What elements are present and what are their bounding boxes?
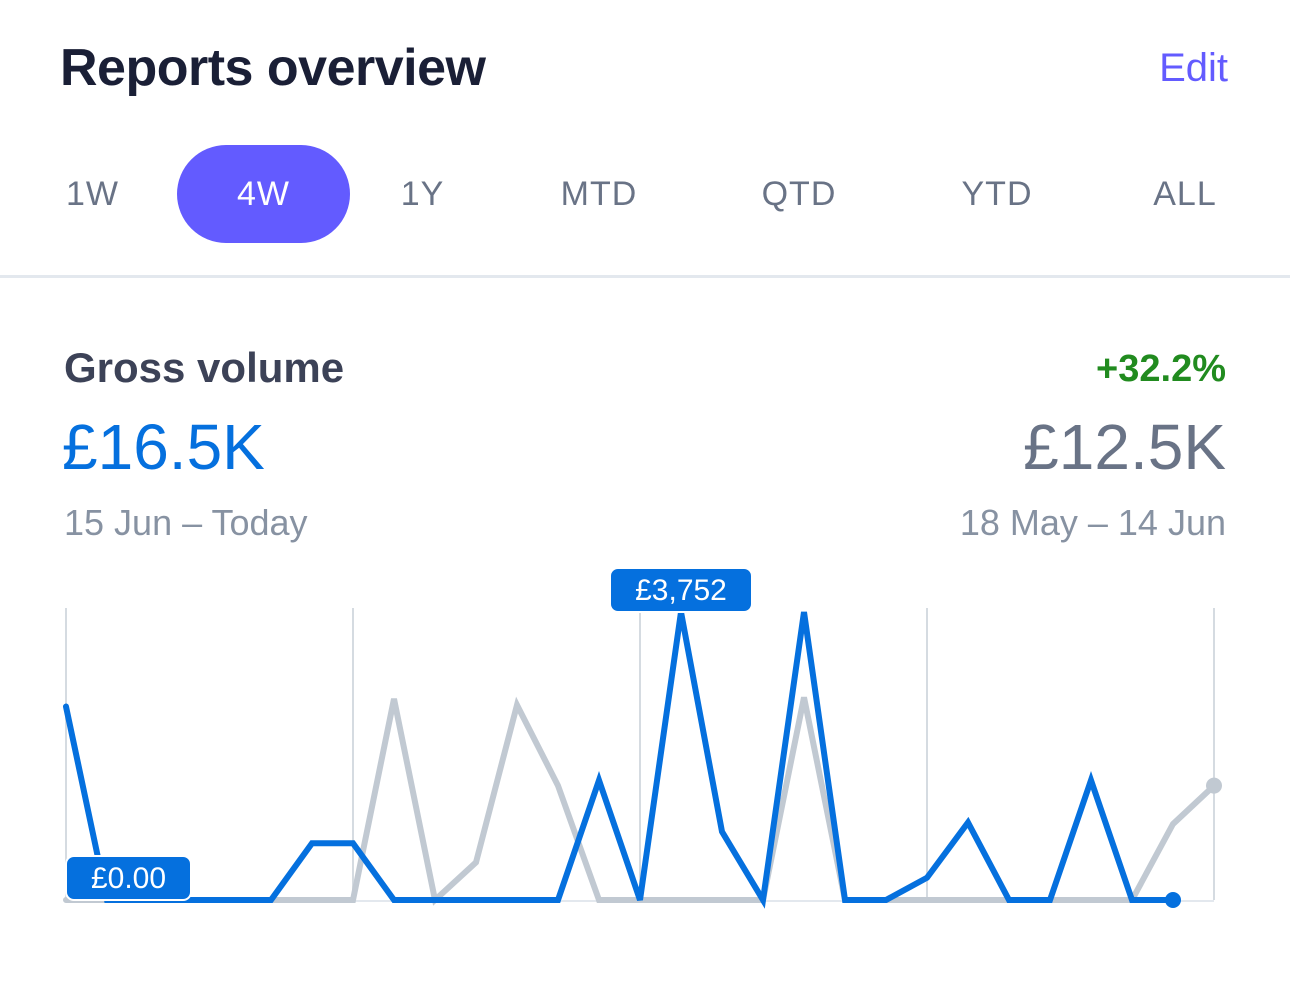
metric-label: Gross volume — [64, 344, 345, 391]
previous-series-endpoint — [1206, 777, 1222, 794]
current-series-endpoint — [1165, 892, 1181, 908]
tab-ytd[interactable]: YTD — [961, 174, 1033, 213]
previous-value: £12.5K — [1023, 411, 1226, 483]
tab-1w[interactable]: 1W — [66, 174, 119, 213]
current-series-line — [63, 611, 1176, 909]
previous-date-range: 18 May – 14 Jun — [959, 502, 1226, 543]
tab-all[interactable]: ALL — [1153, 174, 1217, 213]
tooltip-0-label: £3,752 — [635, 574, 727, 607]
tooltip-1-box — [65, 855, 192, 901]
gross-volume-chart[interactable]: £3,752 £0.00 — [0, 560, 1290, 940]
tab-mtd[interactable]: MTD — [560, 174, 638, 213]
header: Reports overview Edit — [0, 0, 1290, 140]
tooltip-0-box — [609, 567, 753, 613]
current-date-range: 15 Jun – Today — [64, 502, 308, 543]
period-tabs: 1W 4W 1Y MTD QTD YTD ALL — [0, 145, 1290, 245]
tab-1y[interactable]: 1Y — [400, 174, 445, 213]
edit-button[interactable]: Edit — [1159, 46, 1228, 90]
tab-qtd[interactable]: QTD — [761, 174, 837, 213]
page-title: Reports overview — [60, 39, 486, 97]
current-value: £16.5K — [62, 411, 265, 483]
tooltip-1-label: £0.00 — [91, 862, 166, 895]
change-percentage: +32.2% — [1096, 348, 1226, 390]
tab-4w[interactable]: 4W — [177, 145, 350, 243]
tabs-divider — [0, 275, 1290, 278]
